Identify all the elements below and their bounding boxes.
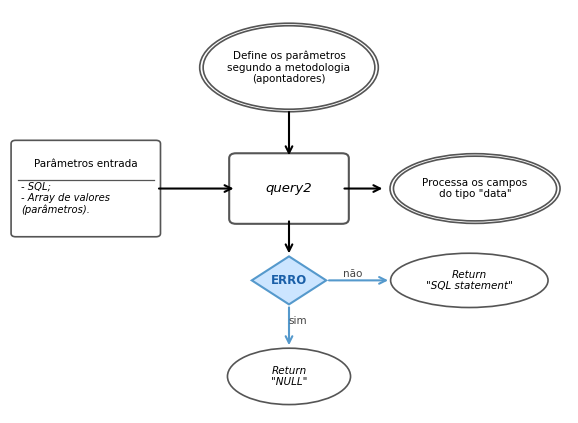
Text: não: não (343, 269, 363, 279)
Ellipse shape (390, 154, 560, 223)
Text: - SQL;
- Array de valores
(parâmetros).: - SQL; - Array de valores (parâmetros). (21, 181, 110, 215)
Text: Processa os campos
do tipo "data": Processa os campos do tipo "data" (423, 178, 528, 199)
Text: Return
"SQL statement": Return "SQL statement" (426, 269, 513, 291)
Text: Define os parâmetros
segundo a metodologia
(apontadores): Define os parâmetros segundo a metodolog… (228, 51, 350, 84)
Text: Parâmetros entrada: Parâmetros entrada (34, 159, 138, 169)
FancyBboxPatch shape (229, 153, 349, 224)
Polygon shape (252, 256, 326, 305)
Ellipse shape (203, 26, 375, 109)
Text: query2: query2 (266, 182, 312, 195)
Text: Return
"NULL": Return "NULL" (271, 365, 307, 387)
Ellipse shape (391, 253, 548, 308)
Text: sim: sim (288, 316, 307, 326)
Ellipse shape (394, 156, 557, 221)
Text: ERRO: ERRO (271, 274, 307, 287)
Ellipse shape (199, 23, 379, 112)
FancyBboxPatch shape (11, 140, 161, 237)
Ellipse shape (228, 348, 350, 404)
